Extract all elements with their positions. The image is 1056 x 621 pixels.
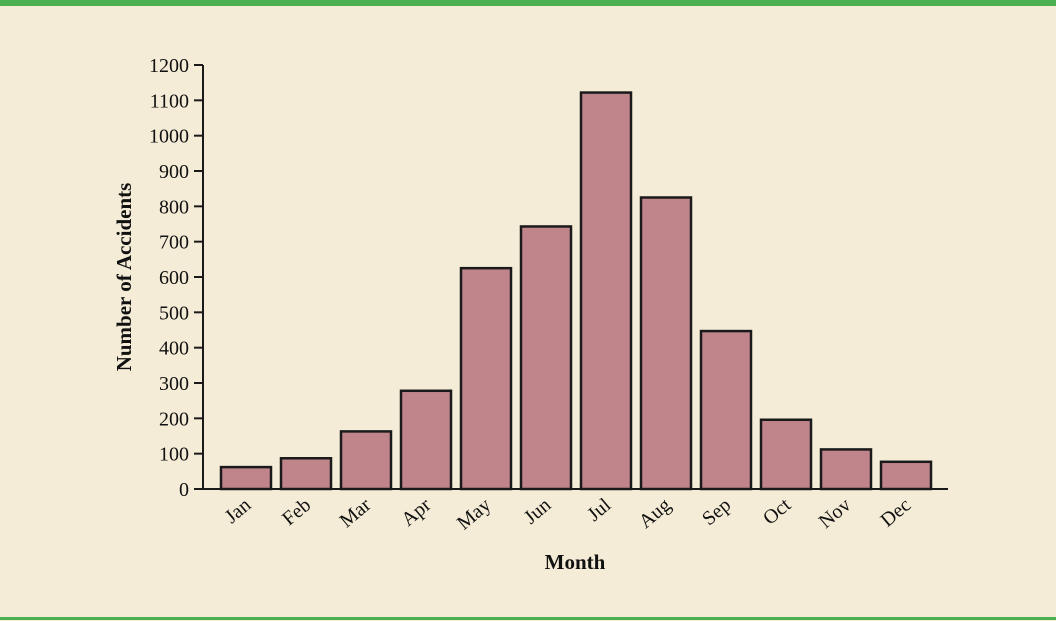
bar-jun (521, 226, 571, 489)
x-tick-label-aug: Aug (635, 494, 676, 533)
bar-apr (401, 391, 451, 489)
y-ticks: 0 100 200 300 400 500 600 700 800 900 1000 1100 1200 (149, 55, 203, 501)
x-tick-label-nov: Nov (815, 494, 856, 533)
axes-layer (203, 65, 948, 489)
bar-sep (701, 331, 751, 489)
y-tick-label: 300 (159, 373, 189, 395)
x-tick-label-feb: Feb (278, 494, 315, 530)
x-axis-title: Month (545, 550, 606, 574)
bar-jul (581, 93, 631, 489)
bar-jan (221, 467, 271, 489)
y-tick-label: 100 (159, 444, 189, 466)
x-tick-label-mar: Mar (336, 494, 376, 532)
bottom-rule (0, 617, 1056, 620)
y-tick-label: 700 (159, 232, 189, 254)
bar-aug (641, 198, 691, 490)
y-tick-label: 500 (159, 302, 189, 324)
bar-may (461, 268, 511, 489)
y-axis-title: Number of Accidents (112, 183, 136, 372)
y-tick-label: 1100 (150, 90, 189, 112)
y-tick-label: 0 (179, 479, 189, 501)
y-tick-label: 200 (159, 408, 189, 430)
x-tick-label-jul: Jul (583, 494, 615, 526)
bar-feb (281, 458, 331, 489)
x-tick-label-may: May (453, 494, 495, 534)
bar-dec (881, 462, 931, 489)
y-tick-label: 900 (159, 161, 189, 183)
y-tick-label: 400 (159, 338, 189, 360)
bar-oct (761, 420, 811, 489)
bar-nov (821, 449, 871, 489)
bar-mar (341, 431, 391, 489)
x-tick-labels: Jan Feb Mar Apr May Jun Jul Aug Sep Oct Nov Dec (221, 494, 916, 535)
y-tick-label: 800 (159, 196, 189, 218)
y-tick-label: 600 (159, 267, 189, 289)
y-tick-label: 1200 (149, 55, 189, 77)
x-tick-label-sep: Sep (698, 494, 735, 530)
x-tick-label-jan: Jan (221, 494, 256, 528)
x-tick-label-dec: Dec (876, 494, 915, 532)
x-tick-label-oct: Oct (759, 494, 796, 530)
y-tick-label: 1000 (149, 126, 189, 148)
x-tick-label-apr: Apr (397, 494, 435, 531)
x-tick-label-jun: Jun (520, 494, 555, 529)
bars-layer (221, 93, 931, 489)
